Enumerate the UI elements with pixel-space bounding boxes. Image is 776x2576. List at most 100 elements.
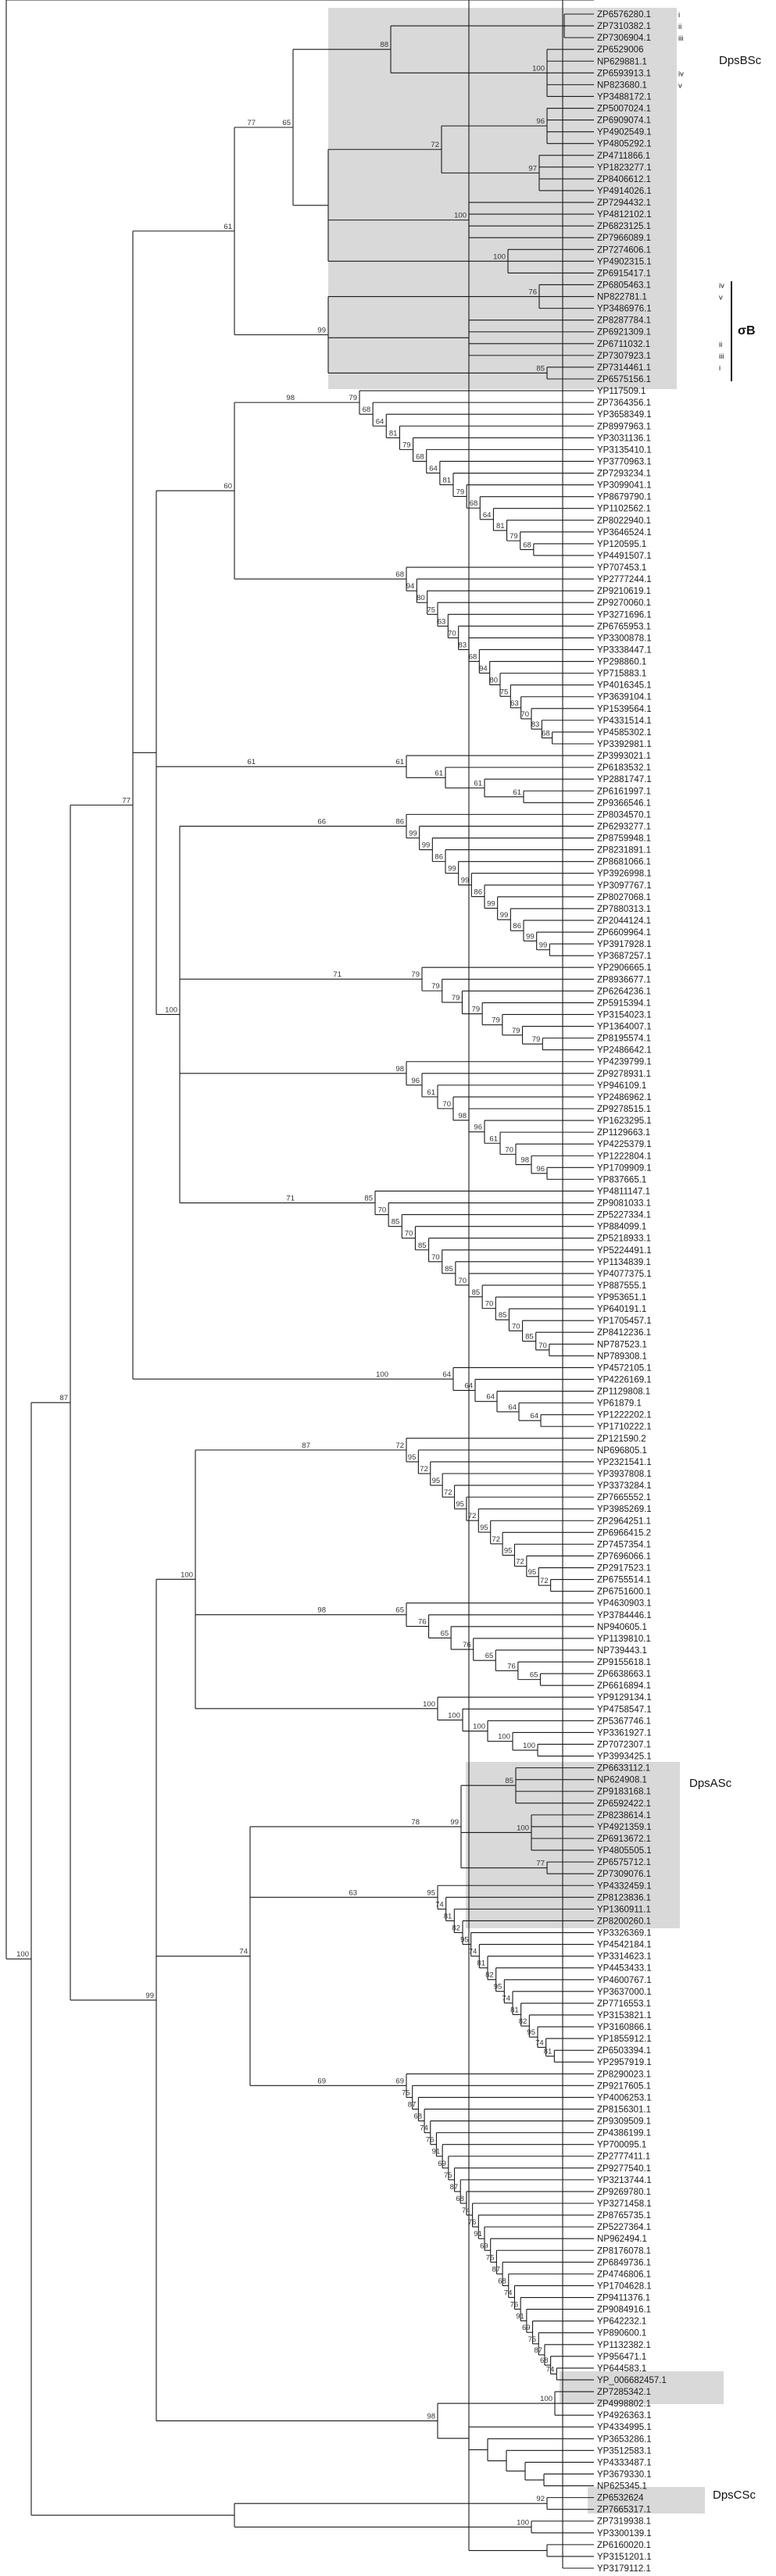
bootstrap-value: 95: [528, 1568, 537, 1577]
bootstrap-value: 79: [402, 441, 411, 449]
bootstrap-value: 76: [468, 2218, 477, 2227]
bootstrap-value: 96: [474, 1124, 482, 1132]
bootstrap-value: 64: [508, 1403, 517, 1412]
leaf-label: ZP4386199.1: [597, 2129, 651, 2138]
subclade-marker: iii: [678, 34, 683, 43]
bootstrap-value: 99: [317, 327, 326, 335]
bootstrap-value: 95: [432, 1477, 441, 1485]
leaf-label: YP3326369.1: [597, 1929, 652, 1938]
leaf-label: YP700095.1: [597, 2141, 646, 2150]
bootstrap-value: 70: [442, 1100, 451, 1109]
leaf-label: ZP7665552.1: [597, 1493, 651, 1502]
leaf-label: ZP4998802.1: [597, 2399, 651, 2409]
leaf-label: YP4902315.1: [597, 257, 652, 266]
leaf-label: YP3160866.1: [597, 2023, 652, 2032]
bootstrap-value: 79: [510, 532, 518, 541]
leaf-label: YP117509.1: [597, 387, 645, 396]
leaf-label: ZP5227334.1: [597, 1211, 651, 1220]
bootstrap-value: 72: [420, 1465, 428, 1474]
leaf-label: YP3985269.1: [597, 1505, 652, 1514]
leaf-label: ZP7966089.1: [597, 234, 651, 243]
bootstrap-value: 74: [504, 2288, 513, 2297]
bootstrap-value: 68: [363, 406, 371, 414]
bootstrap-value: 86: [395, 817, 404, 826]
bootstrap-value: 68: [470, 499, 478, 508]
leaf-label: ZP9277540.1: [597, 2164, 651, 2174]
leaf-label: ZP7307923.1: [597, 352, 651, 361]
bootstrap-value: 68: [416, 452, 424, 461]
bootstrap-value: 81: [477, 1960, 485, 1968]
leaf-label: YP4926363.1: [597, 2411, 652, 2421]
leaf-label: ZP8176078.1: [597, 2246, 651, 2256]
leaf-label: YP1623295.1: [597, 1117, 652, 1126]
bootstrap-value: 72: [540, 1577, 549, 1585]
leaf-label: YP4334995.1: [597, 2423, 652, 2432]
leaf-label: ZP7285342.1: [597, 2388, 651, 2397]
leaf-label: ZP6805463.1: [597, 280, 651, 290]
leaf-label: ZP9183168.1: [597, 1788, 651, 1797]
leaf-label: ZP7716553.1: [597, 1999, 651, 2009]
leaf-label: NP822781.1: [597, 293, 647, 302]
leaf-label: YP3486976.1: [597, 305, 652, 314]
leaf-label: YP3658349.1: [597, 410, 652, 420]
bootstrap-value: 81: [444, 1912, 452, 1920]
leaf-label: ZP6160020.1: [597, 2541, 651, 2550]
leaf-label: YP3488172.1: [597, 92, 652, 102]
bootstrap-value: 100: [448, 1711, 460, 1720]
leaf-label: YP4585302.1: [597, 728, 652, 738]
leaf-label: ZP9278515.1: [597, 1105, 651, 1114]
bootstrap-value: 77: [122, 796, 131, 805]
bootstrap-value: 61: [474, 779, 482, 788]
leaf-label: ZP6183532.1: [597, 763, 651, 773]
leaf-label: YP3993425.1: [597, 1752, 652, 1762]
bootstrap-value: 71: [333, 970, 342, 979]
bootstrap-value: 87: [492, 2265, 500, 2274]
dpscsc-label: DpsCSc: [713, 2488, 756, 2502]
bootstrap-value: 68: [498, 2277, 506, 2285]
bootstrap-value: 87: [59, 1394, 68, 1402]
leaf-label: YP3151201.1: [597, 2553, 652, 2562]
bootstrap-value: 70: [431, 1253, 440, 1262]
bootstrap-value: 99: [526, 932, 535, 941]
dpsbsc-shade: [328, 8, 677, 389]
bootstrap-value: 83: [531, 720, 540, 729]
bootstrap-value: 68: [456, 2195, 464, 2203]
leaf-label: YP4077375.1: [597, 1270, 652, 1279]
bootstrap-value: 99: [461, 877, 470, 885]
leaf-label: YP3031136.1: [597, 434, 651, 443]
leaf-label: YP3213744.1: [597, 2176, 652, 2185]
leaf-label: YP890600.1: [597, 2329, 646, 2338]
bootstrap-value: 94: [479, 664, 488, 673]
leaf-label: ZP9366546.1: [597, 799, 651, 808]
leaf-label: YP3097767.1: [597, 881, 652, 891]
leaf-label: YP1709909.1: [597, 1163, 652, 1173]
leaf-label: ZP6293277.1: [597, 822, 651, 831]
leaf-label: YP3637000.1: [597, 1988, 652, 1997]
bootstrap-value: 96: [536, 1165, 545, 1174]
bootstrap-value: 95: [456, 1500, 464, 1509]
bootstrap-value: 85: [499, 1311, 507, 1320]
leaf-label: ZP8195574.1: [597, 1034, 651, 1044]
leaf-label: YP4226169.1: [597, 1375, 652, 1384]
leaf-label: ZP6913672.1: [597, 1835, 651, 1844]
leaf-label: YP1705457.1: [597, 1317, 652, 1326]
subclade-marker: v: [678, 81, 682, 90]
bootstrap-value: 70: [485, 1300, 494, 1309]
bootstrap-value: 79: [452, 994, 460, 1002]
bootstrap-value: 81: [442, 476, 451, 484]
leaf-label: YP4239799.1: [597, 1058, 652, 1067]
leaf-label: ZP7319938.1: [597, 2517, 651, 2527]
leaf-label: ZP9278931.1: [597, 1070, 651, 1079]
leaf-label: YP4811147.1: [597, 1187, 650, 1196]
bootstrap-value: 99: [448, 865, 456, 874]
bootstrap-value: 98: [286, 394, 295, 402]
leaf-label: ZP9155618.1: [597, 1658, 651, 1667]
leaf-label: YP3653286.1: [597, 2435, 652, 2444]
bootstrap-value: 75: [528, 2335, 537, 2344]
leaf-label: YP298860.1: [597, 658, 646, 667]
leaf-label: ZP8238614.1: [597, 1811, 651, 1820]
leaf-label: YP2486962.1: [597, 1093, 652, 1102]
bootstrap-value: 63: [349, 1888, 357, 1897]
bootstrap-value: 63: [510, 699, 519, 708]
leaf-label: ZP6616894.1: [597, 1681, 651, 1691]
